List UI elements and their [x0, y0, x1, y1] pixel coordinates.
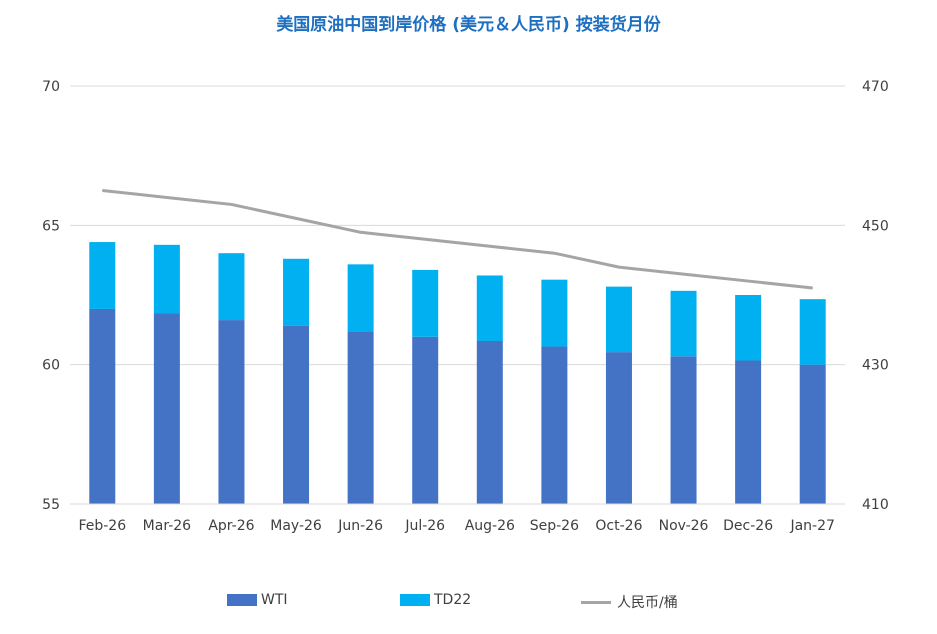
- bar-td22: [347, 264, 374, 332]
- x-tick-label: Apr-26: [208, 518, 254, 534]
- y-left-tick-label: 70: [42, 79, 60, 95]
- bar-td22: [218, 253, 245, 321]
- legend-label-wti: WTI: [261, 592, 288, 608]
- line-rmb: [102, 189, 813, 290]
- y-left-tick-label: 65: [42, 218, 60, 234]
- x-tick-label: Dec-26: [723, 518, 773, 534]
- y-left-tick-label: 60: [42, 358, 60, 374]
- legend-swatch-wti: [227, 594, 257, 606]
- bar-td22: [541, 279, 568, 347]
- bar-td22: [799, 299, 826, 365]
- bar-td22: [476, 275, 503, 341]
- bar-wti: [605, 352, 632, 504]
- legend-swatch-rmb: [581, 600, 611, 604]
- bar-wti: [153, 313, 180, 504]
- bar-wti: [412, 336, 439, 504]
- x-tick-label: Jan-27: [789, 518, 834, 534]
- bar-wti: [735, 360, 762, 504]
- x-tick-label: Nov-26: [659, 518, 709, 534]
- x-tick-label: Sep-26: [530, 518, 579, 534]
- chart-title: 美国原油中国到岸价格 (美元＆人民币) 按装货月份: [276, 15, 661, 35]
- x-tick-label: Jul-26: [404, 518, 445, 534]
- bar-wti: [89, 308, 116, 504]
- legend: WTI TD22 人民币/桶: [0, 592, 937, 616]
- y-right-tick-label: 450: [862, 218, 889, 234]
- legend-label-rmb: 人民币/桶: [617, 595, 678, 611]
- legend-item-rmb: 人民币/桶: [581, 592, 678, 612]
- bar-wti: [218, 320, 245, 504]
- x-tick-label: Mar-26: [143, 518, 191, 534]
- bar-wti: [799, 364, 826, 504]
- bar-td22: [283, 258, 310, 326]
- legend-item-td22: TD22: [400, 592, 471, 608]
- bar-td22: [735, 295, 762, 361]
- x-tick-label: Feb-26: [78, 518, 126, 534]
- bar-td22: [670, 290, 697, 357]
- bar-wti: [670, 356, 697, 504]
- legend-item-wti: WTI: [227, 592, 288, 608]
- bar-td22: [89, 242, 116, 309]
- x-tick-label: Oct-26: [595, 518, 642, 534]
- bar-wti: [541, 346, 568, 504]
- x-tick-label: May-26: [270, 518, 322, 534]
- y-right-tick-label: 430: [862, 358, 889, 374]
- x-tick-label: Jun-26: [337, 518, 383, 534]
- bar-wti: [283, 325, 310, 504]
- bar-td22: [153, 244, 180, 314]
- bar-td22: [412, 269, 439, 337]
- bar-td22: [605, 286, 632, 353]
- plot-area: 55 60 65 70 410 430 450 470 Feb-26 Mar-26 Apr-26 Ma…: [42, 79, 889, 534]
- y-left-tick-label: 55: [42, 497, 60, 513]
- bar-wti: [347, 331, 374, 504]
- legend-swatch-td22: [400, 594, 430, 606]
- y-right-tick-label: 470: [862, 79, 889, 95]
- legend-label-td22: TD22: [434, 592, 472, 608]
- bar-wti: [476, 340, 503, 504]
- y-right-tick-label: 410: [862, 497, 889, 513]
- x-tick-label: Aug-26: [465, 518, 515, 534]
